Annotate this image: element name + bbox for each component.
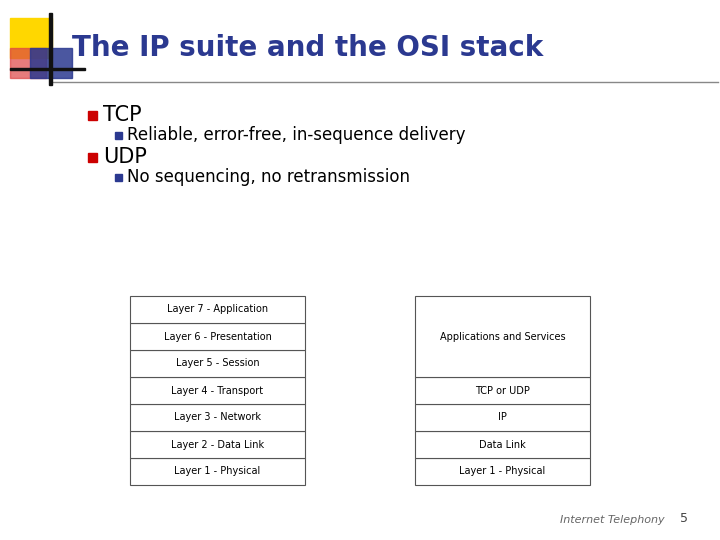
- Bar: [49, 13, 52, 85]
- Bar: [10, 68, 85, 70]
- Text: Layer 5 - Session: Layer 5 - Session: [176, 359, 259, 368]
- Bar: [130, 458, 305, 485]
- Bar: [415, 458, 590, 485]
- Bar: [415, 431, 590, 458]
- Text: Data Link: Data Link: [479, 440, 526, 449]
- Text: Reliable, error-free, in-sequence delivery: Reliable, error-free, in-sequence delive…: [127, 126, 466, 144]
- Bar: [130, 296, 305, 323]
- Bar: [10, 48, 46, 78]
- Bar: [10, 18, 52, 58]
- Bar: [130, 350, 305, 377]
- Text: No sequencing, no retransmission: No sequencing, no retransmission: [127, 168, 410, 186]
- Bar: [30, 48, 72, 78]
- Text: Applications and Services: Applications and Services: [440, 332, 565, 341]
- Bar: [115, 173, 122, 180]
- Text: Layer 1 - Physical: Layer 1 - Physical: [174, 467, 261, 476]
- Bar: [130, 404, 305, 431]
- Text: 5: 5: [680, 512, 688, 525]
- Bar: [415, 377, 590, 404]
- Bar: [130, 431, 305, 458]
- Text: TCP: TCP: [103, 105, 142, 125]
- Text: Layer 2 - Data Link: Layer 2 - Data Link: [171, 440, 264, 449]
- Bar: [130, 323, 305, 350]
- Text: TCP or UDP: TCP or UDP: [475, 386, 530, 395]
- Text: The IP suite and the OSI stack: The IP suite and the OSI stack: [72, 34, 544, 62]
- Bar: [88, 152, 97, 161]
- Bar: [130, 377, 305, 404]
- Bar: [88, 111, 97, 119]
- Text: Internet Telephony: Internet Telephony: [560, 515, 665, 525]
- Text: Layer 3 - Network: Layer 3 - Network: [174, 413, 261, 422]
- Text: Layer 4 - Transport: Layer 4 - Transport: [171, 386, 264, 395]
- Bar: [415, 296, 590, 377]
- Text: Layer 7 - Application: Layer 7 - Application: [167, 305, 268, 314]
- Bar: [115, 132, 122, 138]
- Bar: [415, 404, 590, 431]
- Text: Layer 1 - Physical: Layer 1 - Physical: [459, 467, 546, 476]
- Text: Layer 6 - Presentation: Layer 6 - Presentation: [163, 332, 271, 341]
- Text: IP: IP: [498, 413, 507, 422]
- Text: UDP: UDP: [103, 147, 147, 167]
